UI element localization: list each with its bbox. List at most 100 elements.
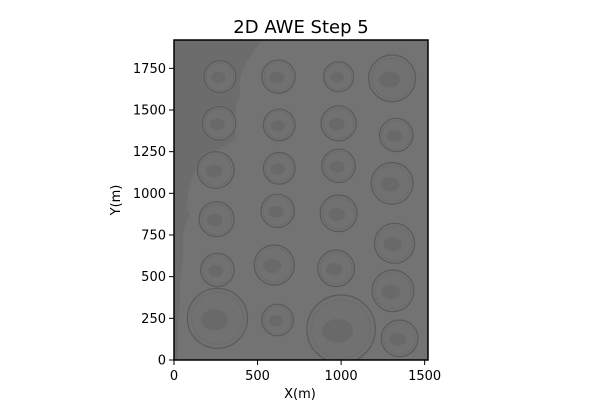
coin-rim [325,63,352,90]
coin [196,151,235,189]
coin [320,105,357,142]
plot-frame [173,39,429,361]
coin-disc [203,60,237,94]
coin-disc [260,193,295,229]
coin-disc [317,249,356,288]
coin-disc [321,148,356,184]
coin-rim [377,225,413,261]
coin [262,108,296,142]
coin [262,151,296,185]
coin [317,249,356,288]
coin-rim [263,62,294,92]
coin-rim [374,272,412,310]
x-tick-label: 1500 [408,369,441,384]
coin-disc [196,151,235,189]
coin-disc [378,117,414,153]
coin-disc [262,151,296,185]
coin-relief [211,71,226,84]
coin-disc [371,269,415,313]
coin-rim [262,196,293,226]
coin-relief [389,332,407,346]
coin [261,303,295,337]
coin [370,161,414,205]
coin-disc [306,294,376,360]
coin-disc [261,303,295,337]
coin-relief [270,120,285,132]
coin-disc [200,252,235,288]
coin [198,201,235,238]
coin [261,59,296,94]
coin-disc [368,54,417,103]
coin-disc [186,287,249,349]
coin-rim [199,153,232,187]
x-axis: 0 500 1000 1500 [170,360,441,384]
coin [319,194,358,233]
coin-relief [200,309,228,331]
coin-relief [383,237,402,252]
left-shore-strip [174,40,262,360]
coin-disc [319,194,358,233]
coin-rim [371,57,413,99]
coin-disc [253,244,295,286]
coin-relief [268,315,284,327]
coin-rim [322,197,355,230]
coin-relief [270,163,285,175]
coin-rim [263,306,292,334]
coin-relief [329,160,345,173]
coin-layer [186,54,419,360]
coin [201,106,237,141]
chart-title: 2D AWE Step 5 [233,17,368,38]
coin-disc [201,106,237,141]
y-tick-label: 1250 [133,145,166,160]
coin-relief [206,213,223,227]
coin-disc [370,161,414,205]
coin [306,294,376,360]
coin-rim [204,108,234,138]
coin-disc [261,59,296,94]
y-tick-label: 1750 [133,62,166,77]
coin-rim [381,120,411,150]
coin-rim [373,165,411,202]
y-tick-label: 500 [141,270,166,285]
coin-relief [381,284,401,300]
coin-relief [379,71,401,88]
coin-relief [328,118,345,131]
y-tick-label: 250 [141,312,166,327]
coin-rim [265,154,294,183]
coin-relief [322,318,354,343]
x-axis-label: X(m) [284,387,316,400]
coin-rim [206,62,234,91]
coin-relief [387,130,403,142]
coin-disc [322,61,355,93]
x-tick-label: 0 [170,369,178,384]
coin-relief [263,259,282,273]
coin [322,61,355,93]
coin-rim [323,107,354,139]
coin [200,252,235,288]
y-tick-label: 1000 [133,187,166,202]
plot-area [174,40,428,360]
coin-rim [319,252,353,285]
coin-rim [191,292,244,345]
coin-disc [320,105,357,142]
y-tick-label: 1500 [133,104,166,119]
coin-rim [201,203,233,235]
coin [368,54,417,103]
x-tick-label: 1000 [325,369,358,384]
coin-disc [198,201,235,238]
coin [253,244,295,286]
coin-rim [311,299,371,359]
coin-rim [202,255,233,285]
coin [260,193,295,229]
coin-relief [205,164,223,178]
coin-relief [209,118,225,130]
coin-relief [380,177,400,192]
coin-rim [383,322,416,355]
coin [380,319,419,358]
coin [378,117,414,153]
coin-rim [323,151,354,181]
coin-rim [256,247,292,283]
coin-relief [328,207,346,221]
coin-rim [265,111,294,139]
